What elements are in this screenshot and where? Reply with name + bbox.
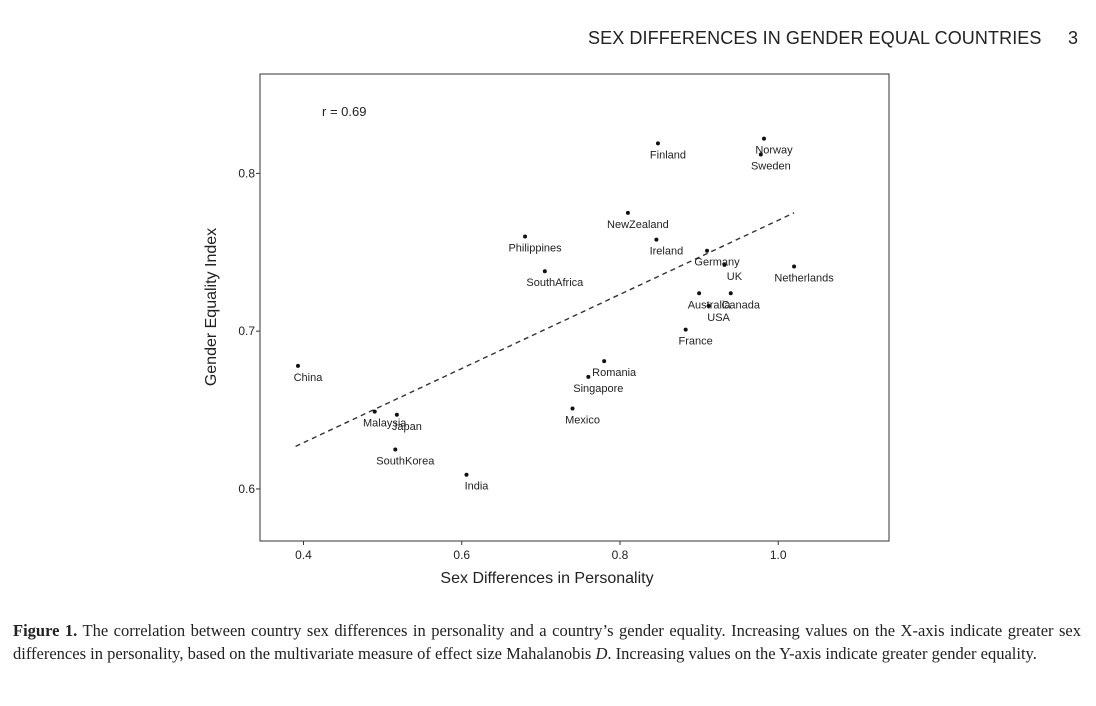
point-label: Canada xyxy=(721,299,760,311)
point-label: SouthKorea xyxy=(376,455,435,467)
data-point xyxy=(728,291,733,296)
data-point xyxy=(761,136,766,141)
data-point xyxy=(654,237,659,242)
caption-text-end: . Increasing values on the Y-axis indica… xyxy=(607,643,1037,663)
scatter-chart: 0.4 0.6 0.8 1.0 0.6 0.7 0.8 China MalaysiaJapan… xyxy=(203,73,890,587)
point-label: NewZealand xyxy=(607,219,669,231)
point-label: Romania xyxy=(592,367,637,379)
x-axis-label: Sex Differences in Personality xyxy=(440,570,653,587)
point-label: Mexico xyxy=(565,414,600,426)
y-tick-label: 0.8 xyxy=(238,166,255,180)
point-label: China xyxy=(294,372,324,384)
point-label: France xyxy=(679,336,713,348)
data-point xyxy=(393,447,398,452)
point-label: Finland xyxy=(650,149,686,161)
running-title: SEX DIFFERENCES IN GENDER EQUAL COUNTRIE… xyxy=(588,28,1042,48)
point-label: Netherlands xyxy=(774,272,834,284)
point-label: Japan xyxy=(392,421,422,433)
data-point xyxy=(295,363,300,368)
data-point xyxy=(523,234,528,239)
correlation-annotation: r = 0.69 xyxy=(322,104,366,119)
data-point xyxy=(570,406,575,411)
page-number: 3 xyxy=(1068,28,1079,48)
data-point xyxy=(542,269,547,274)
point-label: SouthAfrica xyxy=(526,277,584,289)
caption-label: Figure 1. xyxy=(13,621,78,640)
point-label: UK xyxy=(727,271,743,283)
y-tick-label: 0.7 xyxy=(238,324,255,338)
point-label: Philippines xyxy=(508,243,562,255)
data-point xyxy=(372,409,377,414)
data-point xyxy=(792,264,797,269)
data-point xyxy=(758,152,763,157)
data-point xyxy=(722,262,727,267)
caption-d-symbol: D xyxy=(595,643,608,663)
x-tick-label: 0.6 xyxy=(453,548,470,562)
trend-line xyxy=(295,212,795,447)
data-point xyxy=(706,303,711,308)
y-tick-label: 0.6 xyxy=(238,482,255,496)
figure-caption: Figure 1. The correlation between countr… xyxy=(13,620,1081,665)
data-point xyxy=(394,412,399,417)
data-point xyxy=(625,210,630,215)
point-label: Ireland xyxy=(650,246,684,258)
x-tick-label: 0.4 xyxy=(295,548,312,562)
point-label: Germany xyxy=(694,257,740,269)
data-point xyxy=(697,291,702,296)
x-tick-label: 0.8 xyxy=(612,548,629,562)
data-point xyxy=(655,141,660,146)
point-label: Malaysia xyxy=(363,418,407,430)
data-point xyxy=(586,374,591,379)
point-label: Sweden xyxy=(751,160,791,172)
data-point xyxy=(705,248,710,253)
point-label: Singapore xyxy=(573,383,623,395)
data-point xyxy=(602,359,607,364)
caption-text: The correlation between country sex diff… xyxy=(13,621,1081,663)
point-label: India xyxy=(465,481,490,493)
x-tick-label: 1.0 xyxy=(770,548,787,562)
point-label: Norway xyxy=(755,145,793,157)
data-point xyxy=(464,472,469,477)
y-axis-label: Gender Equality Index xyxy=(203,228,220,386)
data-point xyxy=(683,327,688,332)
plot-frame xyxy=(259,73,890,542)
point-label: USA xyxy=(707,312,730,324)
